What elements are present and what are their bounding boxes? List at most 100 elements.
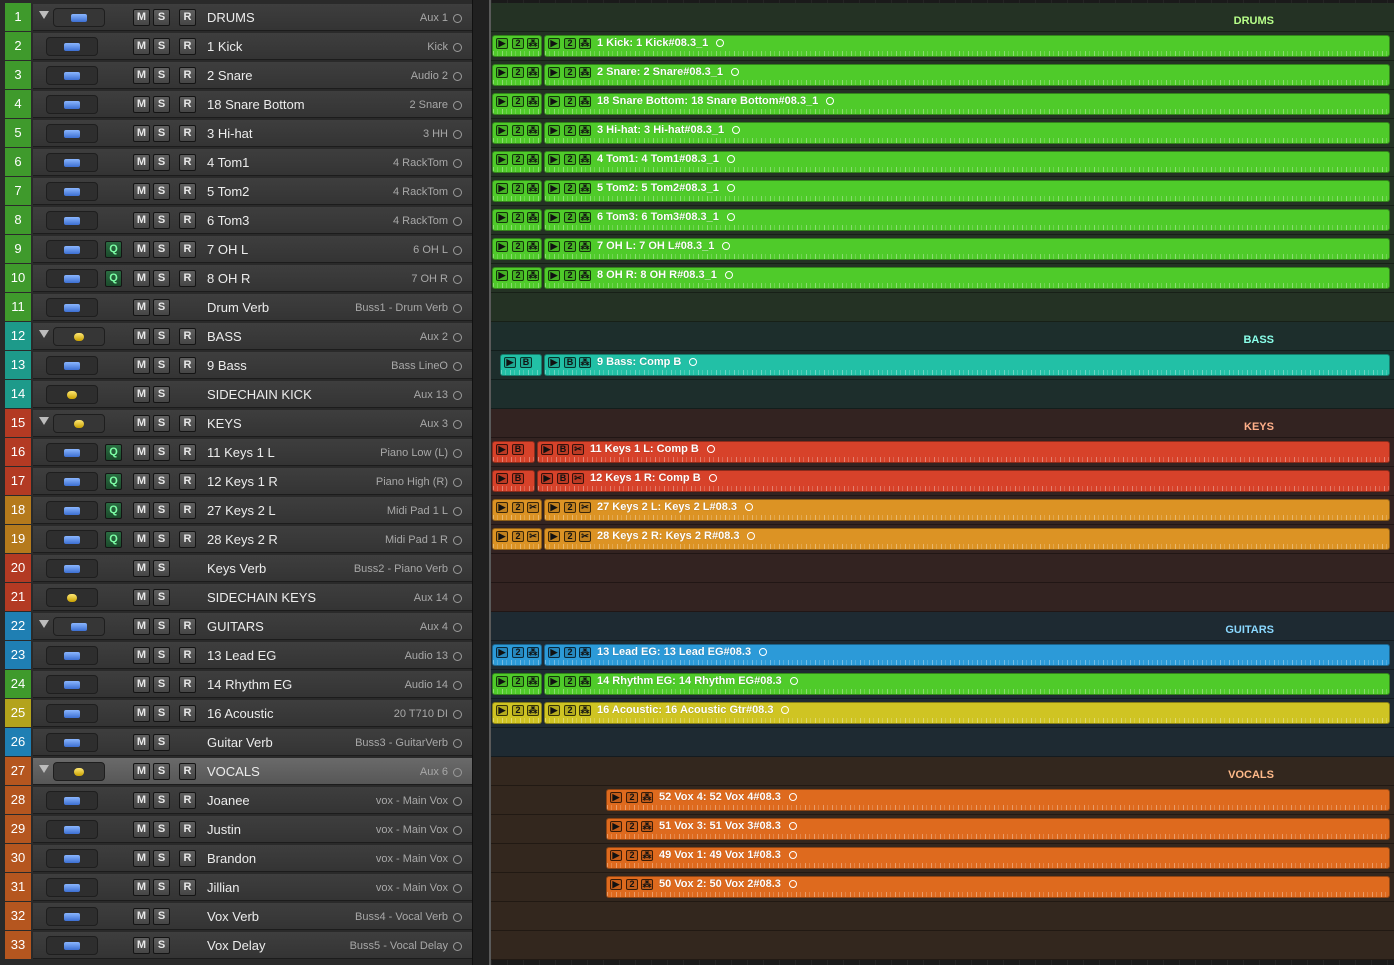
- arrange-lane[interactable]: ▶ 2 ⁂ ▶ 2 ⁂ 8 OH R: 8 OH R#08.3_1: [491, 264, 1394, 293]
- region-name[interactable]: 3 Hi-hat: 3 Hi-hat#08.3_1: [597, 124, 725, 136]
- record-enable-button[interactable]: R: [179, 879, 196, 896]
- audio-region[interactable]: ▶ B ⁂ 9 Bass: Comp B: [544, 354, 1390, 376]
- track-row[interactable]: 24 M S R 14 Rhythm EG Audio 14: [0, 670, 472, 699]
- track-icon-button[interactable]: [46, 37, 98, 56]
- arrange-lane[interactable]: ▶ B ▶ B ✂ 12 Keys 1 R: Comp B: [491, 467, 1394, 496]
- track-output[interactable]: vox - Main Vox: [375, 795, 448, 807]
- track-header[interactable]: M S R GUITARS Aux 4: [33, 613, 472, 640]
- quantize-lock-button[interactable]: Q: [105, 531, 122, 548]
- region-name[interactable]: 13 Lead EG: 13 Lead EG#08.3: [597, 646, 752, 658]
- arrange-lane[interactable]: ▶ 2 ⁂ ▶ 2 ⁂ 4 Tom1: 4 Tom1#08.3_1: [491, 148, 1394, 177]
- arrange-lane[interactable]: ▶ 2 ⁂ ▶ 2 ⁂ 6 Tom3: 6 Tom3#08.3_1: [491, 206, 1394, 235]
- arrange-lane[interactable]: [491, 931, 1394, 960]
- quantize-lock-button[interactable]: Q: [105, 473, 122, 490]
- track-icon-button[interactable]: [53, 762, 105, 781]
- record-enable-button[interactable]: R: [179, 705, 196, 722]
- track-icon-button[interactable]: [46, 501, 98, 520]
- playhead[interactable]: [489, 0, 491, 965]
- region-play-icon[interactable]: ▶: [548, 705, 560, 716]
- track-output[interactable]: Buss2 - Piano Verb: [353, 563, 448, 575]
- track-name[interactable]: 18 Snare Bottom: [207, 97, 305, 112]
- mute-button[interactable]: M: [133, 67, 150, 84]
- track-name[interactable]: Keys Verb: [207, 561, 267, 576]
- track-header[interactable]: M S R 18 Snare Bottom 2 Snare: [33, 91, 472, 118]
- track-icon-button[interactable]: [53, 327, 105, 346]
- mute-button[interactable]: M: [133, 125, 150, 142]
- mute-button[interactable]: M: [133, 299, 150, 316]
- record-enable-button[interactable]: R: [179, 415, 196, 432]
- track-output[interactable]: 4 RackTom: [392, 157, 448, 169]
- track-name[interactable]: Vox Delay: [207, 938, 266, 953]
- disclosure-triangle-icon[interactable]: [39, 11, 49, 19]
- track-icon-button[interactable]: [46, 791, 98, 810]
- track-icon-button[interactable]: [46, 385, 98, 404]
- region-play-icon[interactable]: ▶: [548, 183, 560, 194]
- track-icon-button[interactable]: [46, 704, 98, 723]
- mute-button[interactable]: M: [133, 879, 150, 896]
- track-header[interactable]: M S Vox Delay Buss5 - Vocal Delay: [33, 932, 472, 959]
- mute-button[interactable]: M: [133, 183, 150, 200]
- track-header[interactable]: M S Vox Verb Buss4 - Vocal Verb: [33, 903, 472, 930]
- audio-region[interactable]: ▶ 2 ⁂ 18 Snare Bottom: 18 Snare Bottom#08.3…: [544, 93, 1390, 115]
- solo-button[interactable]: S: [153, 154, 170, 171]
- region-stub[interactable]: ▶ B: [500, 354, 542, 376]
- quantize-lock-button[interactable]: Q: [105, 270, 122, 287]
- record-enable-button[interactable]: R: [179, 676, 196, 693]
- track-row[interactable]: 13 M S R 9 Bass Bass LineO: [0, 351, 472, 380]
- region-play-icon[interactable]: ▶: [548, 502, 560, 513]
- track-name[interactable]: 3 Hi-hat: [207, 126, 253, 141]
- audio-region[interactable]: ▶ 2 ✂ 28 Keys 2 R: Keys 2 R#08.3: [544, 528, 1390, 550]
- region-name[interactable]: 12 Keys 1 R: Comp B: [590, 472, 701, 484]
- track-output[interactable]: Midi Pad 1 R: [385, 534, 448, 546]
- solo-button[interactable]: S: [153, 125, 170, 142]
- track-header[interactable]: M S R 13 Lead EG Audio 13: [33, 642, 472, 669]
- track-header[interactable]: M S R VOCALS Aux 6: [33, 758, 472, 785]
- arrange-area[interactable]: DRUMS ▶ 2 ⁂ ▶ 2 ⁂ 1 Kick: 1 Kick#08.3_1 ▶ 2 ⁂ ▶ 2 ⁂ 2 …: [491, 0, 1394, 965]
- record-enable-button[interactable]: R: [179, 473, 196, 490]
- solo-button[interactable]: S: [153, 473, 170, 490]
- track-header[interactable]: M S R 16 Acoustic 20 T710 DI: [33, 700, 472, 727]
- track-icon-button[interactable]: [46, 211, 98, 230]
- audio-region[interactable]: ▶ 2 ✂ 27 Keys 2 L: Keys 2 L#08.3: [544, 499, 1390, 521]
- track-header[interactable]: M S SIDECHAIN KICK Aux 13: [33, 381, 472, 408]
- region-play-icon[interactable]: ▶: [496, 270, 508, 281]
- solo-button[interactable]: S: [153, 763, 170, 780]
- solo-button[interactable]: S: [153, 270, 170, 287]
- region-name[interactable]: 5 Tom2: 5 Tom2#08.3_1: [597, 182, 719, 194]
- region-play-icon[interactable]: ▶: [548, 154, 560, 165]
- track-name[interactable]: Brandon: [207, 851, 257, 866]
- track-name[interactable]: 16 Acoustic: [207, 706, 274, 721]
- track-icon-button[interactable]: [46, 733, 98, 752]
- track-row[interactable]: 29 M S R Justin vox - Main Vox: [0, 815, 472, 844]
- track-name[interactable]: 4 Tom1: [207, 155, 250, 170]
- audio-region[interactable]: ▶ 2 ⁂ 13 Lead EG: 13 Lead EG#08.3: [544, 644, 1390, 666]
- track-header[interactable]: M S Keys Verb Buss2 - Piano Verb: [33, 555, 472, 582]
- track-icon-button[interactable]: [46, 66, 98, 85]
- track-header[interactable]: M S R DRUMS Aux 1: [33, 4, 472, 31]
- arrange-lane[interactable]: ▶ 2 ⁂ 50 Vox 2: 50 Vox 2#08.3: [491, 873, 1394, 902]
- region-name[interactable]: 11 Keys 1 L: Comp B: [590, 443, 699, 455]
- track-row[interactable]: 25 M S R 16 Acoustic 20 T710 DI: [0, 699, 472, 728]
- region-name[interactable]: 14 Rhythm EG: 14 Rhythm EG#08.3: [597, 675, 782, 687]
- record-enable-button[interactable]: R: [179, 9, 196, 26]
- disclosure-triangle-icon[interactable]: [39, 330, 49, 338]
- region-stub[interactable]: ▶ 2 ⁂: [492, 209, 542, 231]
- record-enable-button[interactable]: R: [179, 531, 196, 548]
- quantize-lock-button[interactable]: Q: [105, 444, 122, 461]
- arrange-lane[interactable]: ▶ 2 ⁂ ▶ 2 ⁂ 16 Acoustic: 16 Acoustic Gtr#08.3: [491, 699, 1394, 728]
- region-play-icon[interactable]: ▶: [610, 792, 622, 803]
- track-icon-button[interactable]: [46, 530, 98, 549]
- solo-button[interactable]: S: [153, 67, 170, 84]
- track-name[interactable]: 12 Keys 1 R: [207, 474, 278, 489]
- track-row[interactable]: 4 M S R 18 Snare Bottom 2 Snare: [0, 90, 472, 119]
- arrange-lane[interactable]: ▶ 2 ✂ ▶ 2 ✂ 28 Keys 2 R: Keys 2 R#08.3: [491, 525, 1394, 554]
- solo-button[interactable]: S: [153, 908, 170, 925]
- track-header[interactable]: M S R Brandon vox - Main Vox: [33, 845, 472, 872]
- region-stub[interactable]: ▶ 2 ⁂: [492, 267, 542, 289]
- track-icon-button[interactable]: [46, 849, 98, 868]
- mute-button[interactable]: M: [133, 531, 150, 548]
- track-header[interactable]: M S R Joanee vox - Main Vox: [33, 787, 472, 814]
- track-name[interactable]: 9 Bass: [207, 358, 247, 373]
